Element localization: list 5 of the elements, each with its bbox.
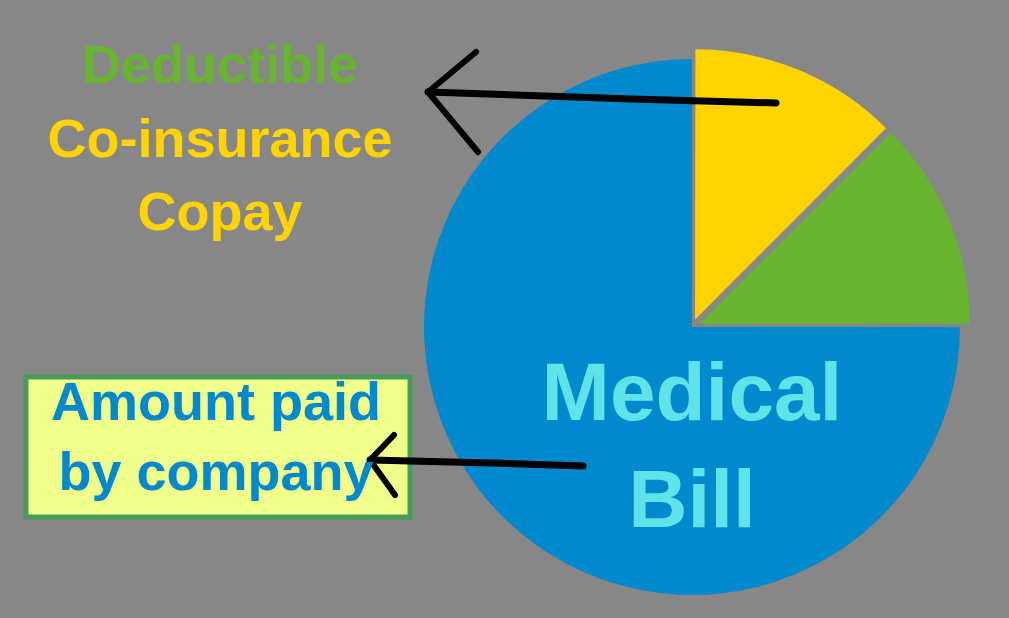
text: Medical Bill bbox=[541, 346, 843, 544]
text: Copay bbox=[137, 181, 303, 241]
text: Deductible bbox=[81, 34, 359, 94]
text: Co-insurance bbox=[47, 107, 393, 168]
slice-label: Amount paid by company bbox=[51, 371, 381, 501]
